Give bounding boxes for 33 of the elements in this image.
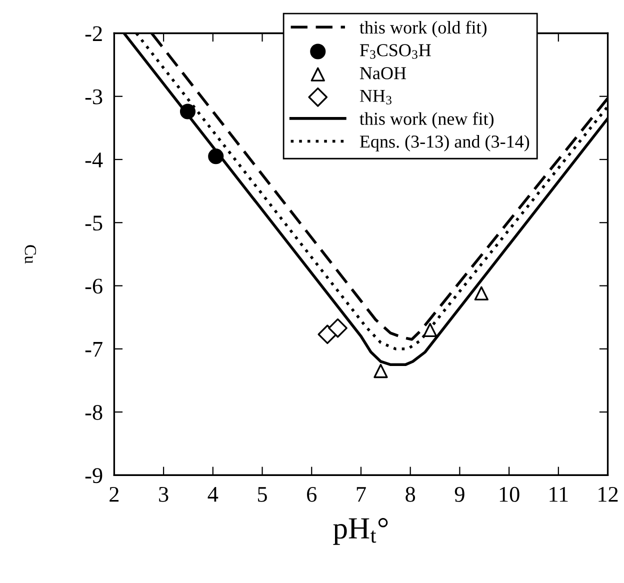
x-tick-label: 6 <box>307 486 317 502</box>
x-tick-label: 3 <box>159 486 168 502</box>
point <box>474 286 489 300</box>
legend-label: this work (new fit) <box>360 112 494 129</box>
y-tick-label: -4 <box>85 152 103 168</box>
x-tick-label: 4 <box>208 487 218 502</box>
point <box>208 148 224 164</box>
legend-label: F$_{3}$CSO$_{3}$H <box>360 44 431 59</box>
y-axis-title: Cu <box>24 245 36 264</box>
x-tick-label: 12 <box>598 486 618 502</box>
point <box>180 104 196 120</box>
point <box>423 322 438 338</box>
x-tick-label: 5 <box>258 487 267 502</box>
y-tick-label: -3 <box>85 89 102 104</box>
legend-label: this work (old fit) <box>360 20 486 38</box>
y-tick-label: -9 <box>85 468 102 484</box>
x-tick-label: 10 <box>500 486 520 502</box>
y-tick-label: -5 <box>85 216 102 231</box>
y-tick-label: -6 <box>85 278 102 294</box>
legend-label: Eqns. (3-13) and (3-14) <box>360 135 530 152</box>
x-tick-label: 7 <box>356 487 366 502</box>
x-tick-label: 2 <box>110 486 119 502</box>
x-axis-title: pH$_{t}$° <box>333 518 388 545</box>
x-tick-label: 9 <box>454 486 464 502</box>
point <box>374 364 388 378</box>
legend-label: NaOH <box>360 67 406 80</box>
y-tick-label: -2 <box>85 26 102 41</box>
legend-label: NH$_{3}$ <box>360 90 392 104</box>
y-tick-label: -7 <box>85 342 102 357</box>
x-tick-label: 8 <box>406 486 416 502</box>
y-tick-label: -8 <box>85 404 102 420</box>
x-tick-label: 11 <box>550 487 568 502</box>
point <box>328 318 348 338</box>
